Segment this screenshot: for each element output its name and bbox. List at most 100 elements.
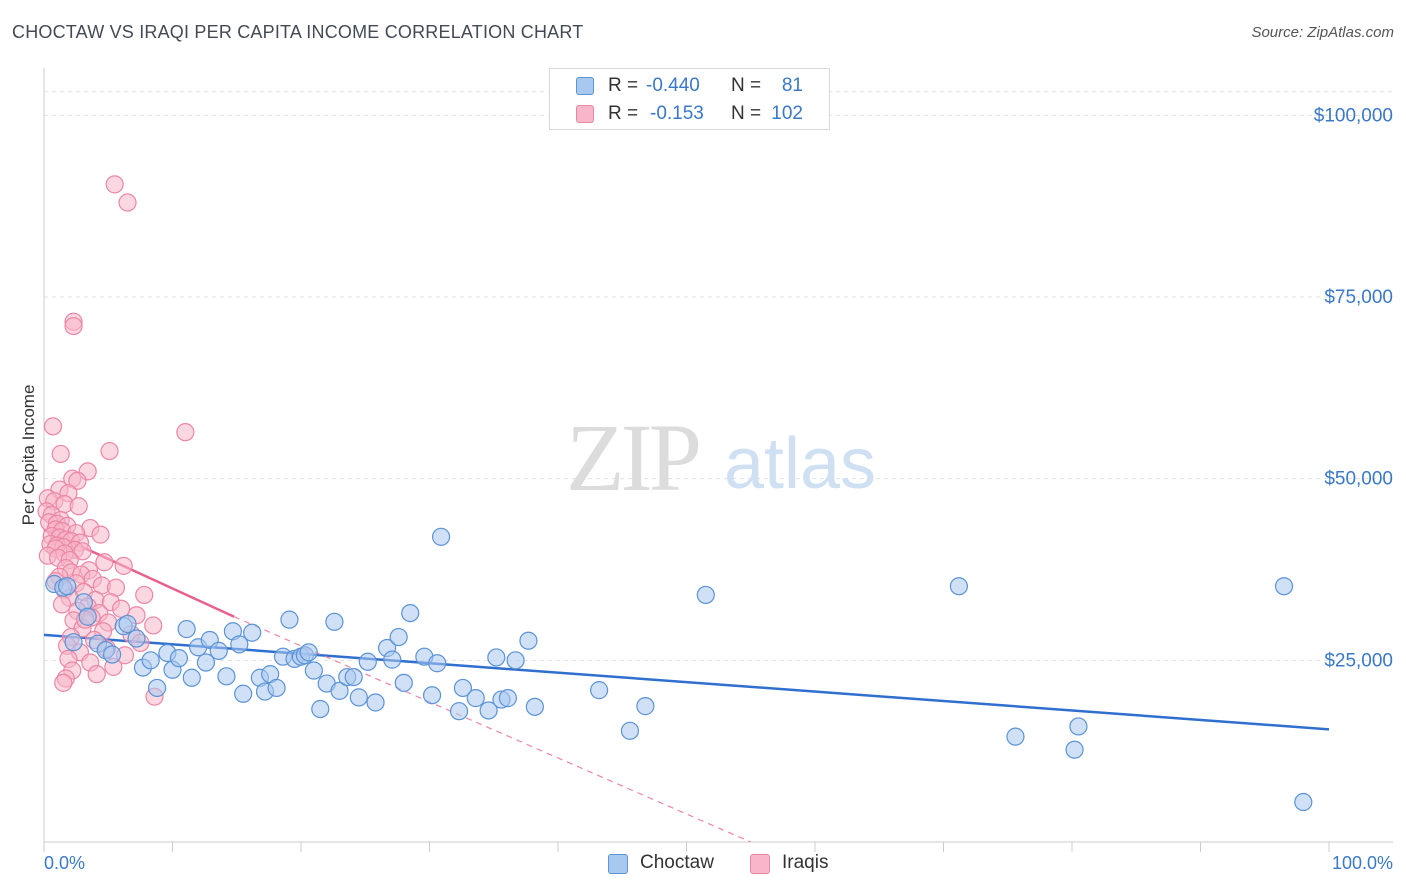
iraqi-point xyxy=(95,553,114,572)
iraqi-point xyxy=(135,585,154,605)
choctaw-point xyxy=(304,661,323,680)
choctaw-point xyxy=(169,649,189,668)
iraqi-point xyxy=(69,497,88,516)
trend-lines xyxy=(43,528,1330,843)
y-tick-label: $100,000 xyxy=(1314,105,1393,126)
choctaw-point xyxy=(1274,577,1294,596)
choctaw-point xyxy=(479,701,498,720)
choctaw-point xyxy=(267,678,286,698)
iraqi-point xyxy=(105,175,124,194)
choctaw-point xyxy=(330,681,349,700)
iraqi-point xyxy=(91,525,110,544)
choctaw-point xyxy=(127,629,146,648)
choctaw-point xyxy=(590,681,609,700)
iraqi-point xyxy=(51,444,70,464)
y-tick-label: $50,000 xyxy=(1324,469,1393,490)
choctaw-point xyxy=(311,699,330,719)
choctaw-point xyxy=(383,650,402,669)
choctaw-point xyxy=(506,651,525,670)
iraqi-point xyxy=(68,471,87,490)
watermark-zip: ZIP xyxy=(566,404,699,511)
iraqi-trend-extension xyxy=(233,616,751,843)
iraqi-point xyxy=(111,599,131,618)
choctaw-point xyxy=(487,648,506,667)
legend-n-value: 81 xyxy=(781,75,803,96)
choctaw-point xyxy=(1069,717,1088,736)
iraqi-point xyxy=(73,542,92,561)
choctaw-point xyxy=(58,577,77,596)
legend-n-label: N = xyxy=(731,75,762,96)
choctaw-point xyxy=(64,633,83,652)
choctaw-point xyxy=(1006,727,1025,746)
choctaw-point xyxy=(243,623,262,642)
legend-n-label: N = xyxy=(731,103,762,124)
choctaw-point xyxy=(103,645,122,664)
choctaw-point xyxy=(620,721,640,740)
chart-title: CHOCTAW VS IRAQI PER CAPITA INCOME CORRE… xyxy=(12,22,584,42)
legend-row-iraqis: R = -0.153 N = 102 xyxy=(550,100,829,130)
legend-r-label: R = xyxy=(608,75,639,96)
choctaw-point xyxy=(519,631,538,650)
axes xyxy=(43,68,1393,852)
iraqi-point xyxy=(52,595,72,614)
iraqi-point xyxy=(100,441,119,461)
source-label: Source: ZipAtlas.com xyxy=(1251,24,1394,41)
choctaw-point xyxy=(78,607,97,626)
choctaw-legend-icon xyxy=(608,854,628,874)
choctaw-point xyxy=(422,686,442,705)
x-tick-label-left: 0.0% xyxy=(44,853,85,873)
choctaw-point xyxy=(196,653,216,672)
choctaw-point xyxy=(234,684,253,703)
y-tick-labels: $25,000 $50,000 $75,000 $100,000 xyxy=(1314,105,1393,671)
choctaw-point xyxy=(525,697,544,716)
iraqi-point xyxy=(87,665,106,684)
iraqi-point xyxy=(54,673,73,692)
choctaw-point xyxy=(1065,740,1084,759)
watermark: ZIP atlas xyxy=(566,404,876,511)
choctaw-point xyxy=(147,678,167,698)
choctaw-point xyxy=(217,667,236,686)
choctaw-point xyxy=(696,585,715,605)
choctaw-point xyxy=(949,577,969,596)
iraqi-point xyxy=(144,616,163,635)
choctaw-point xyxy=(366,693,385,712)
choctaw-points xyxy=(45,527,1313,812)
iraqi-legend-icon xyxy=(750,854,770,874)
choctaw-point xyxy=(401,603,420,623)
iraqi-swatch-icon xyxy=(576,105,594,123)
iraqi-point xyxy=(64,316,83,336)
choctaw-point xyxy=(230,635,249,654)
iraqi-point xyxy=(118,193,137,212)
legend-r-label: R = xyxy=(608,103,639,124)
y-tick-label: $25,000 xyxy=(1324,650,1393,671)
iraqi-legend-label: Iraqis xyxy=(782,852,829,873)
x-tick-label-right: 100.0% xyxy=(1332,853,1393,873)
choctaw-point xyxy=(349,688,368,707)
watermark-atlas: atlas xyxy=(724,424,876,504)
choctaw-point xyxy=(358,652,377,671)
choctaw-swatch-icon xyxy=(576,77,594,95)
choctaw-point xyxy=(449,702,469,721)
legend-r-value: -0.440 xyxy=(646,75,700,96)
correlation-legend: R = -0.440 N = 81 R = -0.153 N = 102 xyxy=(549,68,830,130)
choctaw-point xyxy=(118,614,137,634)
grid-lines xyxy=(44,91,1393,661)
legend-row-choctaw: R = -0.440 N = 81 xyxy=(550,72,829,102)
choctaw-point xyxy=(182,668,201,687)
iraqi-point xyxy=(114,556,133,575)
choctaw-point xyxy=(280,610,299,629)
y-axis-label: Per Capita Income xyxy=(19,385,38,526)
choctaw-point xyxy=(498,689,517,708)
choctaw-point xyxy=(394,673,413,692)
choctaw-legend-label: Choctaw xyxy=(640,852,714,873)
choctaw-point xyxy=(431,527,451,546)
choctaw-point xyxy=(1294,792,1313,812)
choctaw-point xyxy=(389,627,408,647)
y-tick-label: $75,000 xyxy=(1324,287,1393,308)
choctaw-point xyxy=(453,678,473,698)
legend-r-value: -0.153 xyxy=(650,103,704,124)
choctaw-point xyxy=(636,697,655,716)
iraqi-point xyxy=(176,423,195,442)
choctaw-point xyxy=(466,689,485,708)
choctaw-trend-line xyxy=(43,633,1330,731)
